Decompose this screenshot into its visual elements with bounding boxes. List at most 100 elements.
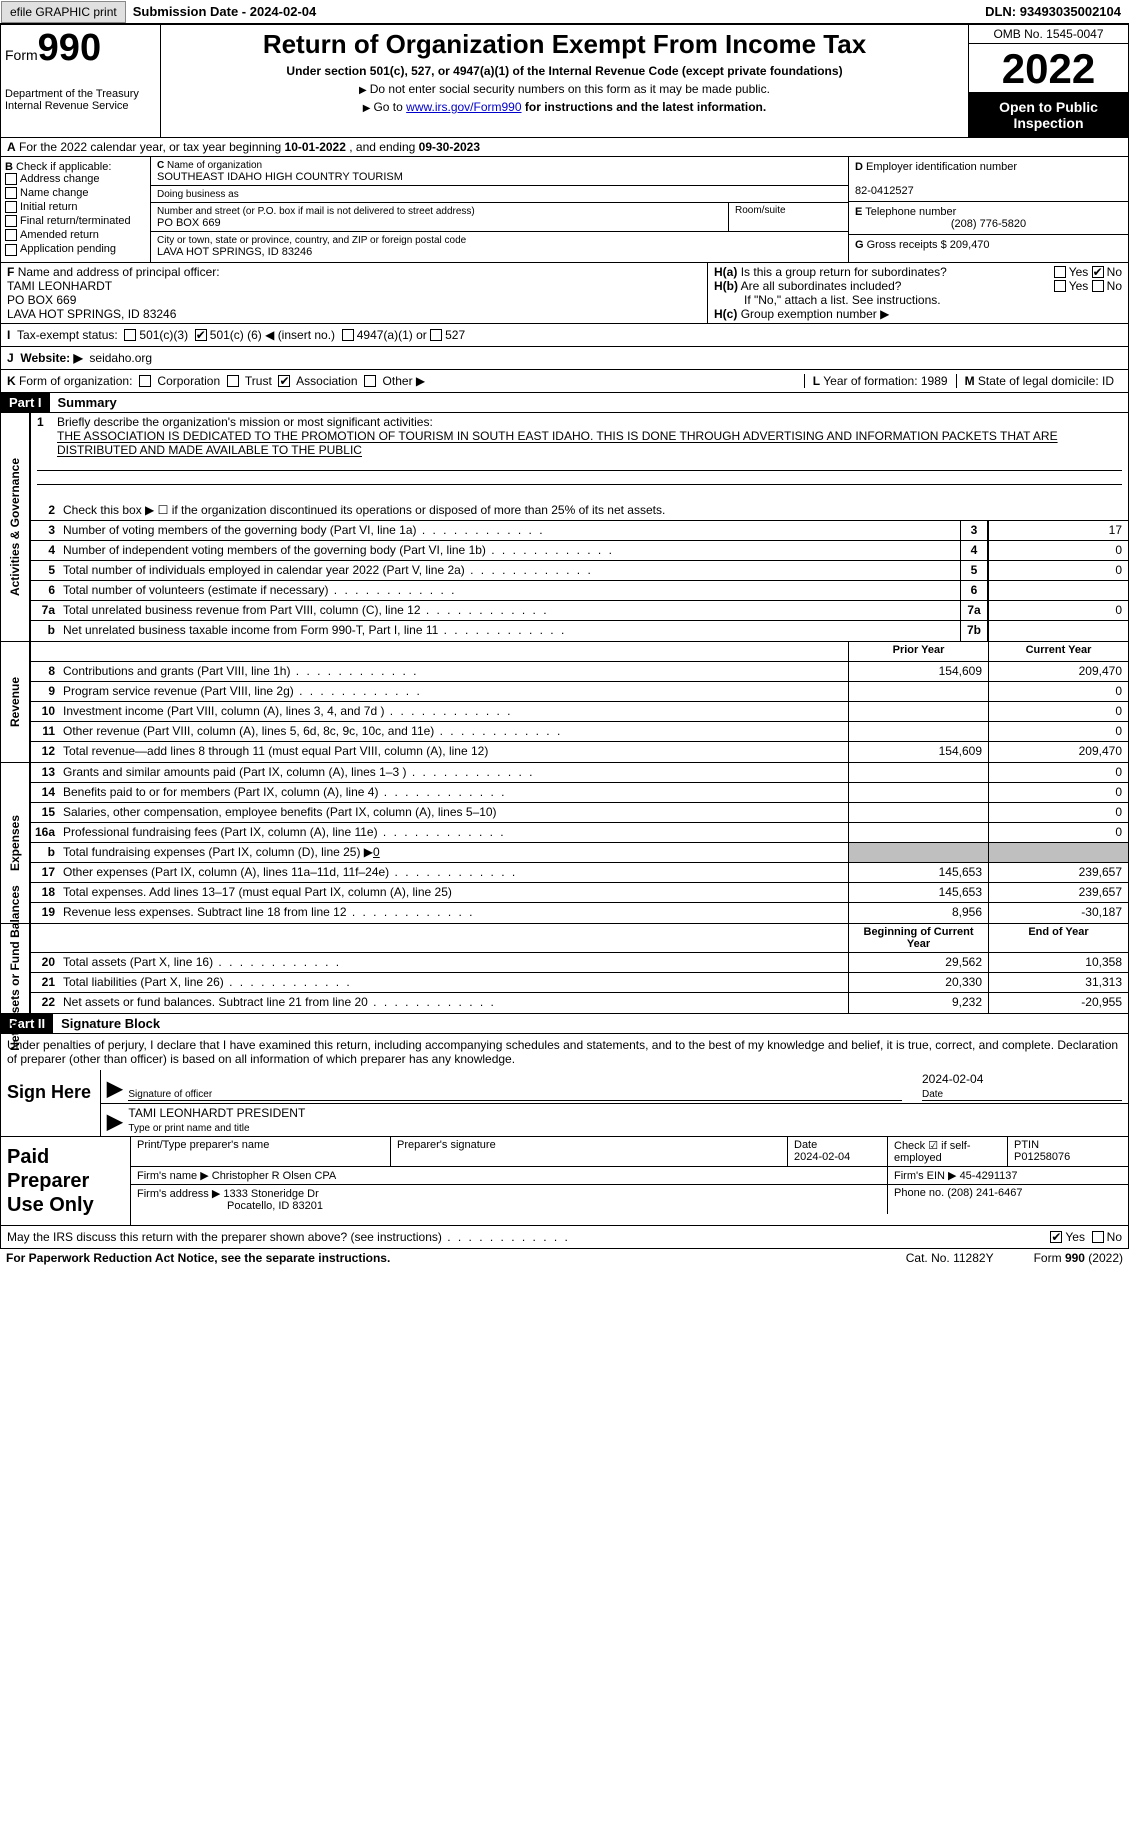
col-b-label: Check if applicable: — [16, 161, 111, 173]
group-return: H(a) Is this a group return for subordin… — [708, 263, 1128, 323]
part2-bar: Part IISignature Block — [0, 1014, 1129, 1034]
efile-print-button[interactable]: efile GRAPHIC print — [1, 1, 126, 23]
chk-assoc[interactable] — [278, 375, 290, 387]
val9c: 0 — [988, 682, 1128, 701]
phone-lbl: Telephone number — [865, 206, 956, 218]
open-to-public: Open to Public Inspection — [969, 93, 1128, 137]
val11c: 0 — [988, 722, 1128, 741]
lbl-assoc: Association — [296, 374, 357, 388]
val14p — [848, 783, 988, 802]
line9: Program service revenue (Part VIII, line… — [59, 682, 848, 701]
header-right: OMB No. 1545-0047 2022 Open to Public In… — [968, 25, 1128, 137]
sub-date-lbl: Submission Date - — [133, 4, 250, 19]
lbl-corp: Corporation — [157, 374, 220, 388]
letter-d: D — [855, 161, 863, 173]
prep-sig-lbl: Preparer's signature — [397, 1139, 496, 1151]
chk-trust[interactable] — [227, 375, 239, 387]
penalties-text: Under penalties of perjury, I declare th… — [0, 1034, 1129, 1070]
end-year-hdr: End of Year — [988, 924, 1128, 952]
line21: Total liabilities (Part X, line 26) — [59, 973, 848, 992]
row-a-begin: 10-01-2022 — [285, 140, 346, 154]
chk-name-change[interactable]: Name change — [5, 187, 146, 199]
lbl-4947: 4947(a)(1) or — [357, 328, 427, 342]
line16a: Professional fundraising fees (Part IX, … — [59, 823, 848, 842]
col-c: C Name of organizationSOUTHEAST IDAHO HI… — [151, 157, 1128, 262]
dln-val: 93493035002104 — [1020, 4, 1121, 19]
chk-other[interactable] — [364, 375, 376, 387]
firm-ein-lbl: Firm's EIN ▶ — [894, 1170, 957, 1182]
chk-app-pending[interactable]: Application pending — [5, 243, 146, 255]
sig-date-val: 2024-02-04 — [922, 1072, 983, 1086]
lbl-501c-num: 6 — [251, 328, 258, 342]
chk-addr-change[interactable]: Address change — [5, 173, 146, 185]
val8p: 154,609 — [848, 662, 988, 681]
val7b — [988, 621, 1128, 641]
chk-amended[interactable]: Amended return — [5, 229, 146, 241]
chk-final[interactable]: Final return/terminated — [5, 215, 146, 227]
val17p: 145,653 — [848, 863, 988, 882]
firm-addr1: 1333 Stoneridge Dr — [223, 1188, 318, 1200]
mission-q: Briefly describe the organization's miss… — [57, 415, 433, 429]
val3: 17 — [988, 521, 1128, 540]
chk-501c3[interactable] — [124, 329, 136, 341]
sidelabel-activities: Activities & Governance — [1, 413, 31, 641]
line7b: Net unrelated business taxable income fr… — [59, 621, 960, 641]
sign-arrow-icon: ▶ — [107, 1076, 122, 1101]
val22c: -20,955 — [988, 993, 1128, 1013]
discuss-no[interactable] — [1092, 1231, 1104, 1243]
discuss-no-lbl: No — [1107, 1230, 1122, 1244]
val13p — [848, 763, 988, 782]
part2-title: Signature Block — [53, 1014, 168, 1033]
hb-no-lbl: No — [1107, 279, 1122, 293]
chk-527[interactable] — [430, 329, 442, 341]
ha-yes[interactable] — [1054, 266, 1066, 278]
line10: Investment income (Part VIII, column (A)… — [59, 702, 848, 721]
ein-val: 82-0412527 — [855, 185, 914, 197]
line13: Grants and similar amounts paid (Part IX… — [59, 763, 848, 782]
sub-date-val: 2024-02-04 — [250, 4, 317, 19]
line20: Total assets (Part X, line 16) — [59, 953, 848, 972]
line12: Total revenue—add lines 8 through 11 (mu… — [59, 742, 848, 762]
letter-hb: H(b) — [714, 279, 738, 293]
officer-street: PO BOX 669 — [7, 293, 76, 307]
part1-bar: Part ISummary — [0, 393, 1129, 413]
ha-no-lbl: No — [1107, 265, 1122, 279]
chk-final-lbl: Final return/terminated — [20, 215, 131, 227]
ha-text: Is this a group return for subordinates? — [741, 265, 947, 279]
line11: Other revenue (Part VIII, column (A), li… — [59, 722, 848, 741]
letter-ha: H(a) — [714, 265, 737, 279]
chk-app-lbl: Application pending — [20, 243, 116, 255]
website-val: seidaho.org — [89, 351, 152, 365]
val10p — [848, 702, 988, 721]
letter-k: K — [7, 374, 16, 388]
chk-addr-lbl: Address change — [20, 173, 100, 185]
chk-corp[interactable] — [139, 375, 151, 387]
discuss-yes[interactable] — [1050, 1231, 1062, 1243]
chk-4947[interactable] — [342, 329, 354, 341]
prep-date-val: 2024-02-04 — [794, 1151, 850, 1163]
ha-yes-lbl: Yes — [1069, 265, 1089, 279]
prep-check-lbl: Check ☑ if self-employed — [894, 1140, 971, 1164]
irs-link[interactable]: www.irs.gov/Form990 — [406, 100, 521, 114]
submission-date-label: Submission Date - 2024-02-04 — [127, 4, 323, 19]
chk-501c[interactable] — [195, 329, 207, 341]
val16ap — [848, 823, 988, 842]
hb-yes[interactable] — [1054, 280, 1066, 292]
val17c: 239,657 — [988, 863, 1128, 882]
cat-no: Cat. No. 11282Y — [906, 1251, 994, 1265]
ha-no[interactable] — [1092, 266, 1104, 278]
lbl-501c-open: 501(c) ( — [210, 328, 251, 342]
chk-initial[interactable]: Initial return — [5, 201, 146, 213]
hb-no[interactable] — [1092, 280, 1104, 292]
val6 — [988, 581, 1128, 600]
line3: Number of voting members of the governin… — [59, 521, 960, 540]
org-name: SOUTHEAST IDAHO HIGH COUNTRY TOURISM — [157, 171, 403, 183]
line17: Other expenses (Part IX, column (A), lin… — [59, 863, 848, 882]
letter-g: G — [855, 239, 864, 251]
val16bc — [988, 843, 1128, 862]
discuss-row: May the IRS discuss this return with the… — [0, 1226, 1129, 1249]
paid-preparer-block: Paid Preparer Use Only Print/Type prepar… — [0, 1137, 1129, 1226]
pra-notice: For Paperwork Reduction Act Notice, see … — [6, 1251, 390, 1265]
sig-name-val: TAMI LEONHARDT PRESIDENT — [128, 1106, 305, 1120]
firm-ein-val: 45-4291137 — [960, 1170, 1018, 1182]
